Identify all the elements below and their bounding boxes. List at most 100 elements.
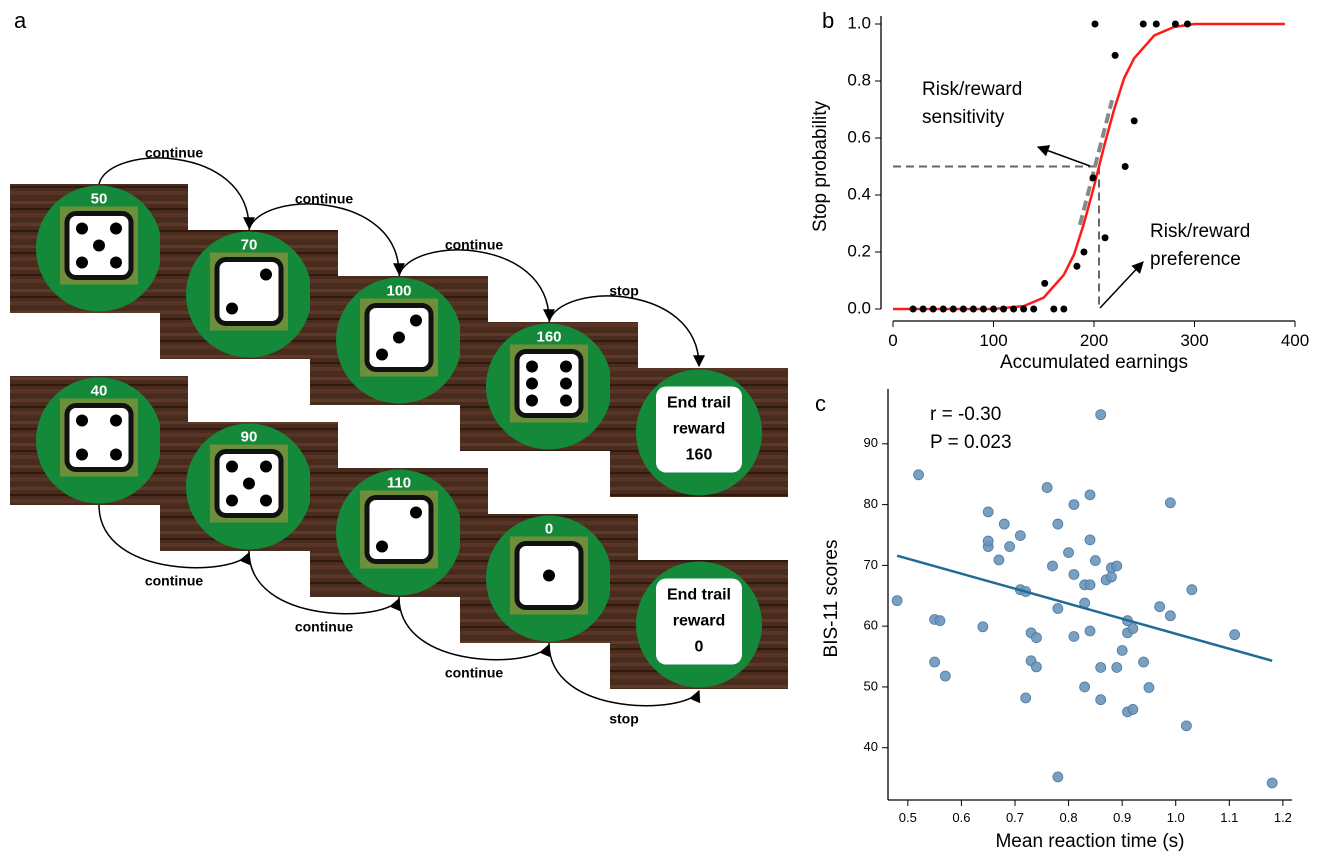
point <box>1000 305 1008 313</box>
pip <box>226 494 238 507</box>
arrow <box>398 596 551 661</box>
point <box>1186 584 1198 596</box>
amount: 50 <box>91 190 108 207</box>
arrow <box>248 203 405 276</box>
arrow <box>548 295 705 368</box>
point <box>977 621 989 633</box>
panel-label: c <box>815 391 826 416</box>
y-tick-label: 60 <box>864 618 878 633</box>
point <box>934 615 946 627</box>
end-card <box>656 386 742 473</box>
point <box>1020 305 1028 313</box>
pip <box>560 377 572 390</box>
pip <box>543 569 555 582</box>
point <box>1089 555 1101 566</box>
pip <box>110 448 122 461</box>
amount: 100 <box>386 282 411 299</box>
arrow <box>248 550 401 615</box>
amount: 40 <box>91 382 108 399</box>
point <box>1154 601 1166 613</box>
point <box>939 305 947 313</box>
y-axis-title: Stop probability <box>810 101 831 232</box>
annotation: Risk/reward <box>1150 221 1250 242</box>
point <box>1127 623 1139 634</box>
pip <box>376 348 388 361</box>
point <box>1031 661 1042 673</box>
action-label: stop <box>609 711 639 727</box>
point <box>1171 20 1179 28</box>
point <box>1143 682 1155 693</box>
pip <box>110 414 122 427</box>
pips <box>76 414 122 461</box>
point <box>1084 625 1096 637</box>
point <box>929 305 937 313</box>
point <box>1095 662 1107 673</box>
pip <box>76 414 88 427</box>
point <box>1116 645 1128 656</box>
fit-line <box>896 554 1273 663</box>
x-tick-label: 0.5 <box>899 810 917 825</box>
point <box>982 506 994 518</box>
arrow <box>98 504 251 569</box>
point <box>1130 117 1138 125</box>
y-tick-label: 0.4 <box>847 184 871 203</box>
end-card <box>656 578 742 665</box>
x-tick-label: 400 <box>1281 331 1309 350</box>
x-tick-label: 0.8 <box>1060 810 1078 825</box>
pips <box>543 569 555 582</box>
pip <box>110 256 122 269</box>
point <box>1164 610 1176 622</box>
x-tick-label: 300 <box>1180 331 1208 350</box>
end-text: 0 <box>695 639 704 656</box>
action-label: continue <box>445 237 504 253</box>
arrow <box>398 249 555 322</box>
pips <box>226 460 272 507</box>
x-tick-label: 0.6 <box>952 810 970 825</box>
point <box>1111 662 1123 673</box>
y-tick-label: 1.0 <box>847 13 871 32</box>
x-tick-label: 0.9 <box>1113 810 1131 825</box>
amount: 110 <box>387 474 411 491</box>
point <box>1052 518 1064 530</box>
point <box>1101 234 1109 242</box>
pip <box>226 460 238 473</box>
x-tick-label: 1.0 <box>1167 810 1185 825</box>
point <box>959 305 967 313</box>
die <box>64 403 134 472</box>
point <box>1095 409 1107 421</box>
panel-label: a <box>14 8 27 33</box>
point <box>1063 547 1074 559</box>
pip <box>243 477 255 490</box>
annotation: sensitivity <box>922 107 1005 128</box>
point <box>969 305 977 313</box>
point <box>1068 631 1080 642</box>
y-tick-label: 0.2 <box>847 241 871 260</box>
annotation: Risk/reward <box>922 79 1022 100</box>
point <box>1079 681 1091 693</box>
point <box>1060 305 1068 313</box>
action-label: continue <box>295 191 354 207</box>
pips <box>526 360 572 407</box>
pip <box>76 448 88 461</box>
pip <box>526 377 538 390</box>
pip <box>76 256 88 269</box>
point <box>1095 694 1107 706</box>
x-axis-title: Accumulated earnings <box>1000 352 1188 373</box>
point <box>993 554 1005 566</box>
point <box>1010 305 1018 313</box>
pips <box>376 314 422 361</box>
point <box>1050 305 1058 313</box>
point <box>1152 20 1160 28</box>
pip <box>260 460 272 473</box>
point <box>1047 560 1058 572</box>
y-tick-label: 80 <box>864 496 878 511</box>
point <box>1004 541 1016 552</box>
point <box>1030 305 1038 313</box>
action-label: continue <box>295 619 354 635</box>
point <box>1111 51 1119 59</box>
pip <box>526 360 538 373</box>
end-text: End trail <box>667 395 731 412</box>
pip <box>93 239 105 252</box>
panel-label: b <box>822 8 834 33</box>
